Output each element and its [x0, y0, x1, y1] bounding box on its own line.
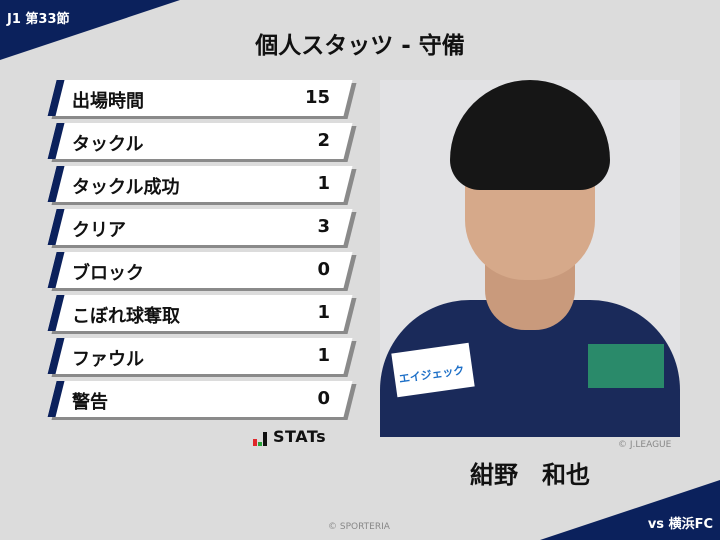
opponent-label: vs 横浜FC — [647, 517, 713, 532]
page-title: 個人スタッツ - 守備 — [255, 33, 465, 59]
stat-value: 2 — [317, 130, 330, 151]
stat-label: 出場時間 — [72, 91, 144, 112]
stat-value: 1 — [317, 302, 330, 323]
stat-row: 警告 0 — [47, 381, 357, 420]
corner-banner-top-left — [0, 0, 180, 60]
stat-row: こぼれ球奪取 1 — [47, 295, 357, 334]
sleeve-patch — [588, 344, 664, 388]
row-stripe — [47, 252, 65, 288]
row-stripe — [47, 338, 65, 374]
round-label: J1 第33節 — [7, 12, 70, 27]
row-stripe — [47, 381, 65, 417]
stat-label: ブロック — [72, 263, 144, 284]
row-stripe — [47, 209, 65, 245]
row-stripe — [47, 166, 65, 202]
corner-banner-bottom-right — [540, 480, 720, 540]
stat-row: ブロック 0 — [47, 252, 357, 291]
stat-label: ファウル — [72, 349, 144, 370]
stat-label: タックル — [72, 134, 144, 155]
stat-value: 0 — [317, 388, 330, 409]
player-photo: エイジェック — [380, 80, 680, 437]
stat-label: 警告 — [72, 392, 108, 413]
row-stripe — [47, 123, 65, 159]
stat-row: ファウル 1 — [47, 338, 357, 377]
stats-logo: STATs — [253, 427, 326, 446]
stat-row: タックル成功 1 — [47, 166, 357, 205]
stat-value: 3 — [317, 216, 330, 237]
stat-value: 1 — [317, 173, 330, 194]
stat-value: 0 — [317, 259, 330, 280]
bar-chart-icon — [253, 432, 267, 446]
stat-row: 出場時間 15 — [47, 80, 357, 119]
player-name: 紺野 和也 — [470, 461, 590, 489]
row-stripe — [47, 80, 65, 116]
photo-credit: © J.LEAGUE — [618, 440, 672, 450]
stat-row: クリア 3 — [47, 209, 357, 248]
stat-value: 15 — [304, 87, 330, 108]
stat-label: クリア — [72, 220, 126, 241]
stats-logo-text: STATs — [273, 427, 327, 446]
row-stripe — [47, 295, 65, 331]
stat-label: タックル成功 — [72, 177, 180, 198]
stat-label: こぼれ球奪取 — [72, 306, 180, 327]
stat-row: タックル 2 — [47, 123, 357, 162]
hair — [450, 80, 610, 190]
stat-value: 1 — [317, 345, 330, 366]
copyright: © SPORTERIA — [328, 522, 390, 532]
